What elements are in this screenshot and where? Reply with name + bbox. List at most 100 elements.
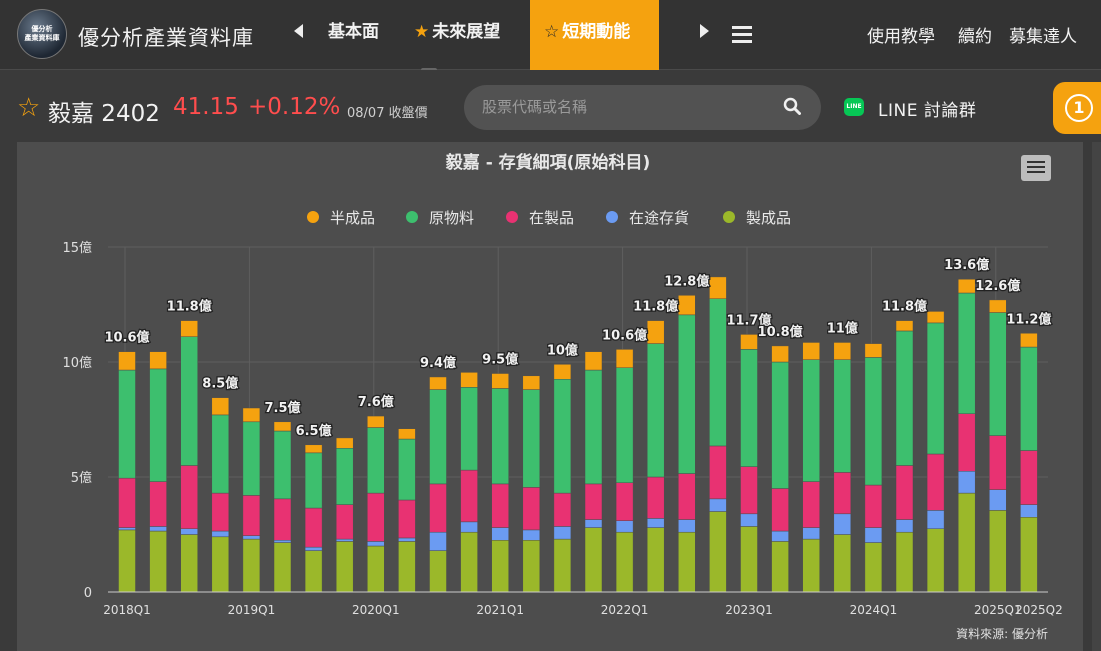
bar-segment[interactable] bbox=[646, 527, 665, 593]
legend-label[interactable]: 在途存貨 bbox=[629, 209, 689, 227]
bar-segment[interactable] bbox=[367, 492, 385, 542]
bar-segment[interactable] bbox=[989, 435, 1007, 490]
legend-marker[interactable] bbox=[506, 211, 518, 223]
legend-marker[interactable] bbox=[307, 211, 319, 223]
bar-segment[interactable] bbox=[678, 519, 696, 533]
favorite-star-icon[interactable]: ☆ bbox=[17, 93, 41, 123]
legend-label[interactable]: 原物料 bbox=[429, 209, 474, 227]
bar-segment[interactable] bbox=[771, 361, 789, 489]
bar-segment[interactable] bbox=[522, 487, 541, 531]
bar-segment[interactable] bbox=[335, 448, 354, 505]
expert-link[interactable]: 募集達人 bbox=[1009, 27, 1077, 47]
bar-segment[interactable] bbox=[273, 542, 292, 593]
bar-segment[interactable] bbox=[460, 531, 478, 593]
bar-segment[interactable] bbox=[304, 550, 323, 593]
bar-segment[interactable] bbox=[926, 528, 945, 593]
legend-marker[interactable] bbox=[406, 211, 418, 223]
bar-segment[interactable] bbox=[584, 369, 603, 485]
bar-segment[interactable] bbox=[367, 427, 385, 494]
bar-segment[interactable] bbox=[895, 465, 914, 520]
search-input[interactable] bbox=[482, 95, 772, 119]
bar-segment[interactable] bbox=[615, 367, 634, 483]
bar-segment[interactable] bbox=[242, 538, 261, 593]
bar-segment[interactable] bbox=[491, 540, 509, 593]
bar-segment[interactable] bbox=[553, 538, 572, 593]
bar-segment[interactable] bbox=[429, 376, 447, 390]
bar-segment[interactable] bbox=[118, 529, 136, 593]
bar-segment[interactable] bbox=[460, 521, 478, 533]
bar-segment[interactable] bbox=[678, 531, 696, 593]
bar-segment[interactable] bbox=[522, 389, 541, 488]
bar-segment[interactable] bbox=[335, 437, 354, 449]
bar-segment[interactable] bbox=[429, 389, 447, 485]
line-group-link[interactable]: LINE 討論群 bbox=[878, 101, 977, 121]
bar-segment[interactable] bbox=[895, 330, 914, 466]
bar-segment[interactable] bbox=[802, 538, 820, 593]
bar-segment[interactable] bbox=[584, 527, 603, 593]
bar-segment[interactable] bbox=[273, 421, 292, 432]
chart-menu-icon[interactable] bbox=[1021, 155, 1051, 181]
bar-segment[interactable] bbox=[398, 537, 416, 542]
bar-segment[interactable] bbox=[833, 534, 852, 593]
bar-segment[interactable] bbox=[491, 373, 509, 389]
brand-title[interactable]: 優分析產業資料庫 bbox=[78, 26, 254, 50]
bar-segment[interactable] bbox=[802, 359, 820, 482]
bar-segment[interactable] bbox=[926, 311, 945, 324]
bar-segment[interactable] bbox=[740, 513, 758, 527]
bar-segment[interactable] bbox=[615, 482, 634, 521]
bar-segment[interactable] bbox=[895, 519, 914, 533]
bar-segment[interactable] bbox=[398, 541, 416, 593]
bar-segment[interactable] bbox=[957, 278, 976, 294]
bar-segment[interactable] bbox=[304, 546, 323, 551]
bar-segment[interactable] bbox=[273, 540, 292, 543]
legend-label[interactable]: 製成品 bbox=[746, 209, 791, 227]
bar-segment[interactable] bbox=[678, 314, 696, 474]
bar-segment[interactable] bbox=[460, 387, 478, 471]
bar-segment[interactable] bbox=[740, 466, 758, 515]
nav-next-arrow-icon[interactable] bbox=[700, 24, 709, 38]
bar-segment[interactable] bbox=[1020, 333, 1038, 348]
bar-segment[interactable] bbox=[522, 529, 541, 541]
bar-segment[interactable] bbox=[149, 351, 167, 370]
bar-segment[interactable] bbox=[957, 292, 976, 414]
bar-segment[interactable] bbox=[646, 343, 665, 478]
bar-segment[interactable] bbox=[1020, 346, 1038, 451]
bar-segment[interactable] bbox=[1020, 517, 1038, 593]
bar-segment[interactable] bbox=[522, 540, 541, 593]
bar-segment[interactable] bbox=[460, 372, 478, 388]
menu-icon[interactable] bbox=[732, 26, 752, 47]
bar-segment[interactable] bbox=[149, 526, 167, 532]
bar-segment[interactable] bbox=[615, 349, 634, 369]
bar-segment[interactable] bbox=[211, 397, 230, 416]
bar-segment[interactable] bbox=[149, 481, 167, 527]
bar-segment[interactable] bbox=[429, 483, 447, 533]
bar-segment[interactable] bbox=[304, 507, 323, 548]
bar-segment[interactable] bbox=[864, 484, 883, 528]
bar-segment[interactable] bbox=[584, 351, 603, 371]
notification-count[interactable]: 1 bbox=[1065, 94, 1093, 122]
bar-segment[interactable] bbox=[553, 526, 572, 540]
bar-segment[interactable] bbox=[989, 489, 1007, 511]
bar-segment[interactable] bbox=[460, 469, 478, 523]
bar-segment[interactable] bbox=[211, 530, 230, 538]
bar-segment[interactable] bbox=[709, 498, 727, 512]
bar-segment[interactable] bbox=[926, 453, 945, 511]
bar-segment[interactable] bbox=[957, 492, 976, 593]
bar-segment[interactable] bbox=[989, 510, 1007, 593]
bar-segment[interactable] bbox=[242, 407, 261, 423]
bar-segment[interactable] bbox=[833, 342, 852, 360]
bar-segment[interactable] bbox=[118, 369, 136, 479]
bar-segment[interactable] bbox=[367, 541, 385, 547]
bar-segment[interactable] bbox=[740, 334, 758, 350]
bar-segment[interactable] bbox=[957, 413, 976, 472]
bar-segment[interactable] bbox=[180, 320, 198, 337]
bar-segment[interactable] bbox=[615, 531, 634, 593]
legend-label[interactable]: 半成品 bbox=[330, 209, 375, 227]
bar-segment[interactable] bbox=[304, 452, 323, 509]
bar-segment[interactable] bbox=[1020, 504, 1038, 518]
bar-segment[interactable] bbox=[429, 550, 447, 593]
bar-segment[interactable] bbox=[926, 510, 945, 530]
legend-marker[interactable] bbox=[606, 211, 618, 223]
logo[interactable]: 優分析 產業資料庫 bbox=[17, 9, 67, 59]
bar-segment[interactable] bbox=[211, 492, 230, 532]
